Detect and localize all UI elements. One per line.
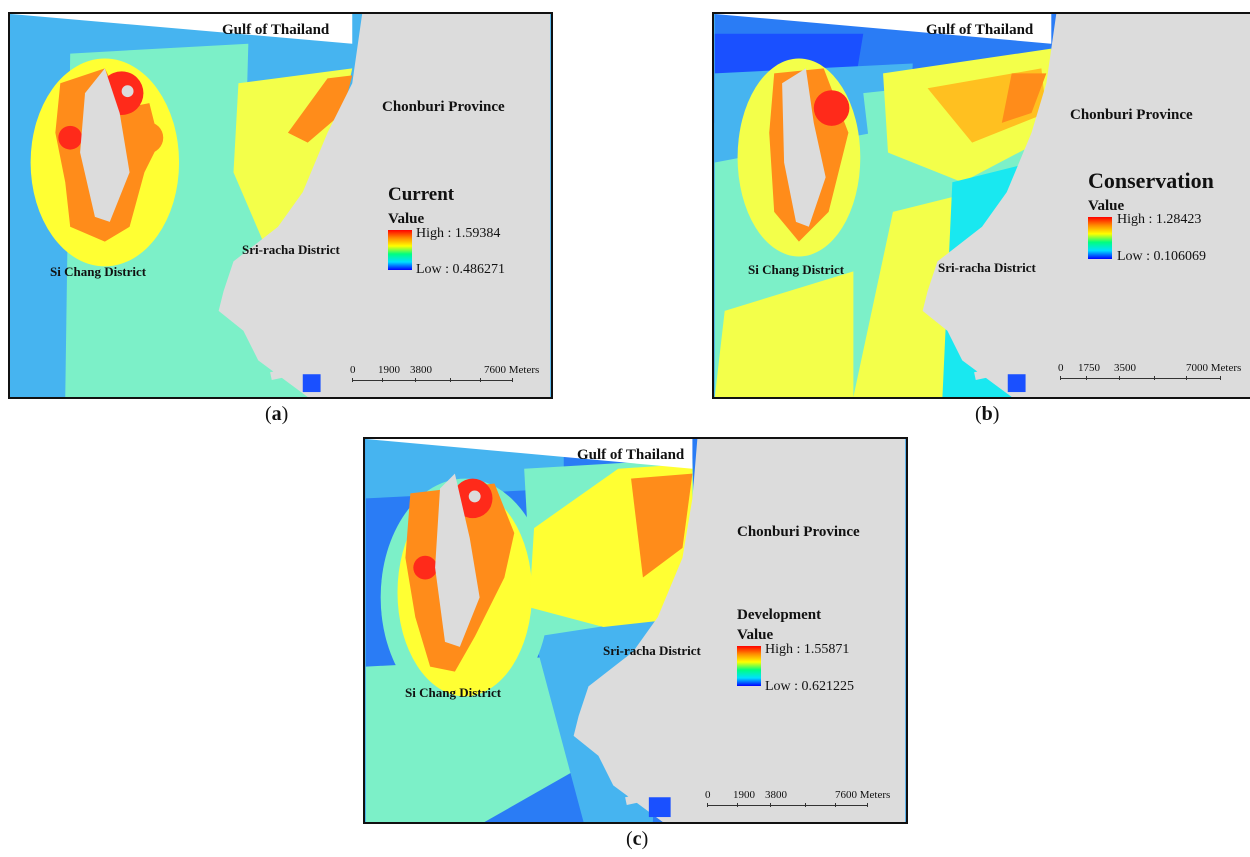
legend-value-label: Value [388, 211, 425, 227]
scale-tick-label: 0 [1058, 362, 1064, 374]
province-label: Chonburi Province [1070, 107, 1193, 123]
scale-tick-label: 0 [705, 789, 711, 801]
legend-title: Current [388, 184, 455, 205]
legend-value-label: Value [1088, 198, 1125, 214]
scale-tick-label: 3800 [410, 364, 432, 376]
legend-high: High : 1.59384 [416, 226, 501, 241]
caption-b: (b) [975, 403, 1000, 425]
district-west-label: Si Chang District [748, 262, 845, 277]
scale-tick-label: 3800 [765, 789, 787, 801]
district-east-label: Sri-racha District [938, 260, 1036, 275]
district-east-label: Sri-racha District [603, 643, 701, 658]
scale-tick-label: 7600 Meters [835, 789, 891, 801]
district-east-label: Sri-racha District [242, 242, 340, 257]
province-label: Chonburi Province [382, 99, 505, 115]
legend-low: Low : 0.486271 [416, 262, 506, 277]
gulf-label: Gulf of Thailand [926, 22, 1034, 38]
caption-c: (c) [626, 828, 649, 850]
gulf-label: Gulf of Thailand [577, 447, 685, 463]
district-west-label: Si Chang District [405, 685, 502, 700]
color-ramp [388, 230, 412, 270]
legend-low: Low : 0.621225 [765, 679, 855, 694]
scale-tick-label: 7000 Meters [1186, 362, 1242, 374]
map-panel-current: Gulf of Thailand Chonburi Province Si Ch… [8, 12, 553, 399]
map-panel-conservation: Gulf of Thailand Chonburi Province Si Ch… [712, 12, 1250, 399]
scale-tick-label: 1900 [733, 789, 755, 801]
color-ramp [737, 646, 761, 686]
province-label: Chonburi Province [737, 524, 860, 540]
scale-tick-label: 1900 [378, 364, 400, 376]
caption-a: (a) [265, 403, 289, 425]
map-raster [10, 14, 551, 397]
gulf-label: Gulf of Thailand [222, 22, 330, 38]
legend-low: Low : 0.106069 [1117, 249, 1207, 264]
legend-value-label: Value [737, 627, 774, 643]
map-panel-development: Gulf of Thailand Chonburi Province Si Ch… [363, 437, 908, 824]
legend-title: Conservation [1088, 168, 1214, 193]
scale-tick-label: 0 [350, 364, 356, 376]
legend-high: High : 1.55871 [765, 642, 850, 657]
district-west-label: Si Chang District [50, 264, 147, 279]
legend-title: Development [737, 607, 822, 623]
scale-tick-label: 1750 [1078, 362, 1100, 374]
color-ramp [1088, 217, 1112, 259]
scale-tick-label: 7600 Meters [484, 364, 540, 376]
map-raster [714, 14, 1250, 397]
legend-high: High : 1.28423 [1117, 212, 1202, 227]
scale-tick-label: 3500 [1114, 362, 1136, 374]
map-raster [365, 439, 906, 822]
